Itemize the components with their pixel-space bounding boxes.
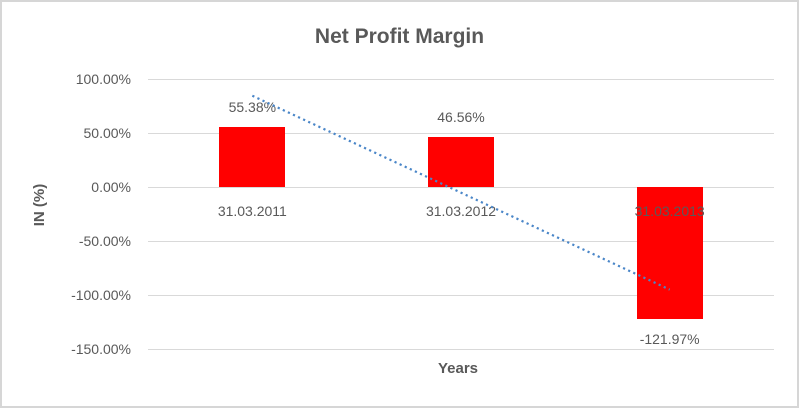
gridline xyxy=(148,348,774,350)
trendline-path xyxy=(251,94,671,291)
x-axis-title: Years xyxy=(437,360,479,377)
y-axis-tick-label: -150.00% xyxy=(71,341,131,357)
bar-data-label: -121.97% xyxy=(639,330,700,347)
x-axis-category-label: 31.03.2013 xyxy=(634,203,705,219)
y-axis-tick-label: 0.00% xyxy=(91,179,131,195)
bar-data-label: 55.38% xyxy=(228,99,277,116)
gridline xyxy=(148,294,774,296)
bar-31.03.2012 xyxy=(428,136,494,187)
gridline xyxy=(148,78,774,80)
y-axis-tick-label: 50.00% xyxy=(83,125,131,141)
y-axis-tick-label: 100.00% xyxy=(75,71,131,87)
x-axis-category-label: 31.03.2012 xyxy=(425,203,497,219)
y-axis-title: IN (%) xyxy=(31,183,48,227)
y-axis-tick-label: -100.00% xyxy=(71,287,131,303)
bar-data-label: 46.56% xyxy=(437,108,485,125)
y-axis-tick-label: -50.00% xyxy=(78,233,131,249)
chart-title: Net Profit Margin xyxy=(314,25,485,48)
x-axis-category-label: 31.03.2011 xyxy=(217,203,287,219)
bar-31.03.2011 xyxy=(219,127,286,187)
